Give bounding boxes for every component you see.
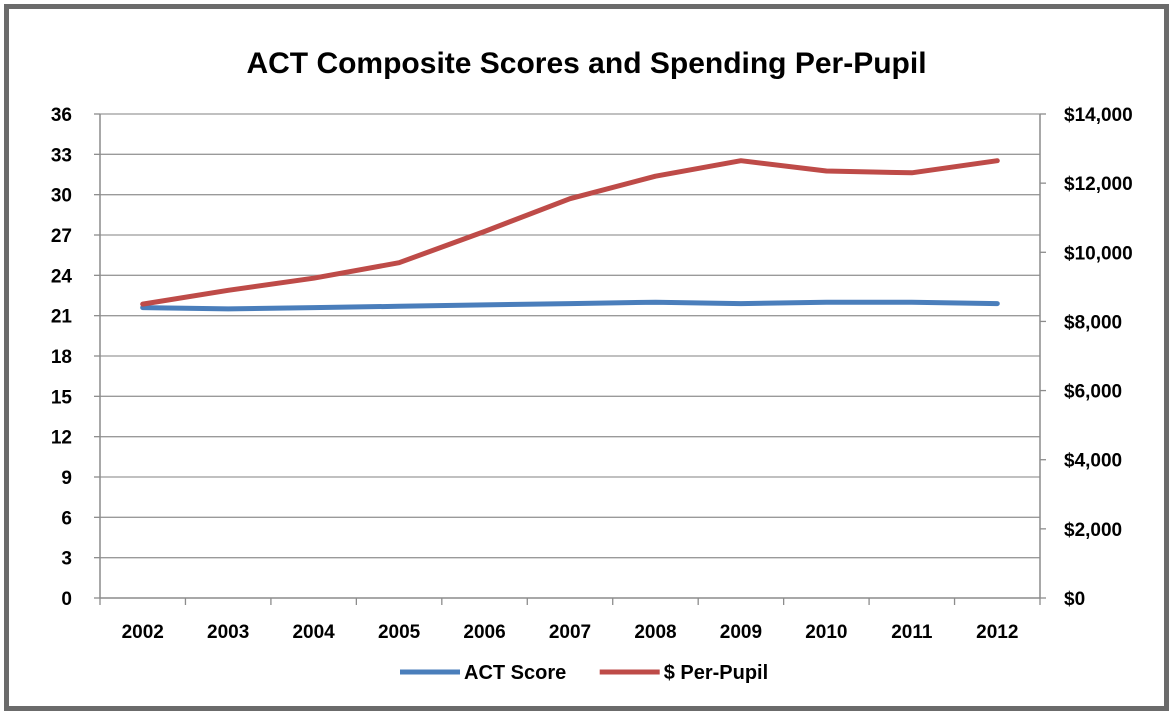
right-axis-tick-label: $6,000	[1064, 382, 1122, 403]
right-axis-tick-label: $10,000	[1064, 243, 1133, 264]
left-axis-tick-label: 24	[51, 266, 73, 287]
left-axis-tick-label: 36	[51, 105, 72, 126]
right-axis-tick-label: $12,000	[1064, 174, 1133, 195]
left-axis-tick-label: 9	[61, 468, 72, 489]
right-axis-tick-label: $14,000	[1064, 105, 1133, 126]
x-axis-tick-label: 2004	[292, 622, 335, 643]
left-axis-tick-label: 0	[61, 589, 72, 610]
left-axis-tick-label: 6	[61, 508, 72, 529]
right-axis-tick-label: $2,000	[1064, 520, 1122, 541]
x-axis-tick-label: 2003	[207, 622, 249, 643]
right-axis-tick-label: $0	[1064, 589, 1085, 610]
x-axis-tick-label: 2008	[634, 622, 676, 643]
left-axis-tick-label: 27	[51, 226, 72, 247]
legend-label: ACT Score	[464, 662, 566, 684]
left-axis-tick-label: 15	[51, 387, 73, 408]
left-axis-tick-label: 33	[51, 145, 72, 166]
chart-title: ACT Composite Scores and Spending Per-Pu…	[246, 47, 927, 80]
x-axis-tick-label: 2012	[976, 622, 1018, 643]
chart-frame: ACT Composite Scores and Spending Per-Pu…	[4, 4, 1169, 711]
left-axis-tick-label: 18	[51, 347, 72, 368]
x-axis-tick-label: 2007	[549, 622, 591, 643]
left-axis-tick-label: 21	[51, 307, 73, 328]
legend-label: $ Per-Pupil	[664, 662, 768, 684]
x-axis-tick-label: 2011	[891, 622, 933, 643]
x-axis-tick-label: 2005	[378, 622, 421, 643]
x-axis-tick-label: 2010	[805, 622, 847, 643]
right-axis-tick-label: $4,000	[1064, 451, 1122, 472]
right-axis-tick-label: $8,000	[1064, 312, 1122, 333]
left-axis-tick-label: 3	[61, 549, 72, 570]
x-axis-tick-label: 2002	[122, 622, 164, 643]
series-line-act-score	[140, 299, 1000, 312]
x-axis-tick-label: 2009	[720, 622, 762, 643]
left-axis-tick-label: 12	[51, 428, 72, 449]
series-line-per-pupil	[140, 158, 1000, 307]
left-axis-tick-label: 30	[51, 186, 72, 207]
x-axis-tick-label: 2006	[463, 622, 505, 643]
